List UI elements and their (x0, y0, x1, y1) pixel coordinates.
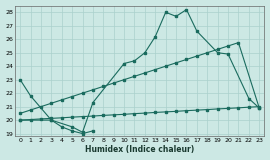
X-axis label: Humidex (Indice chaleur): Humidex (Indice chaleur) (85, 145, 194, 154)
